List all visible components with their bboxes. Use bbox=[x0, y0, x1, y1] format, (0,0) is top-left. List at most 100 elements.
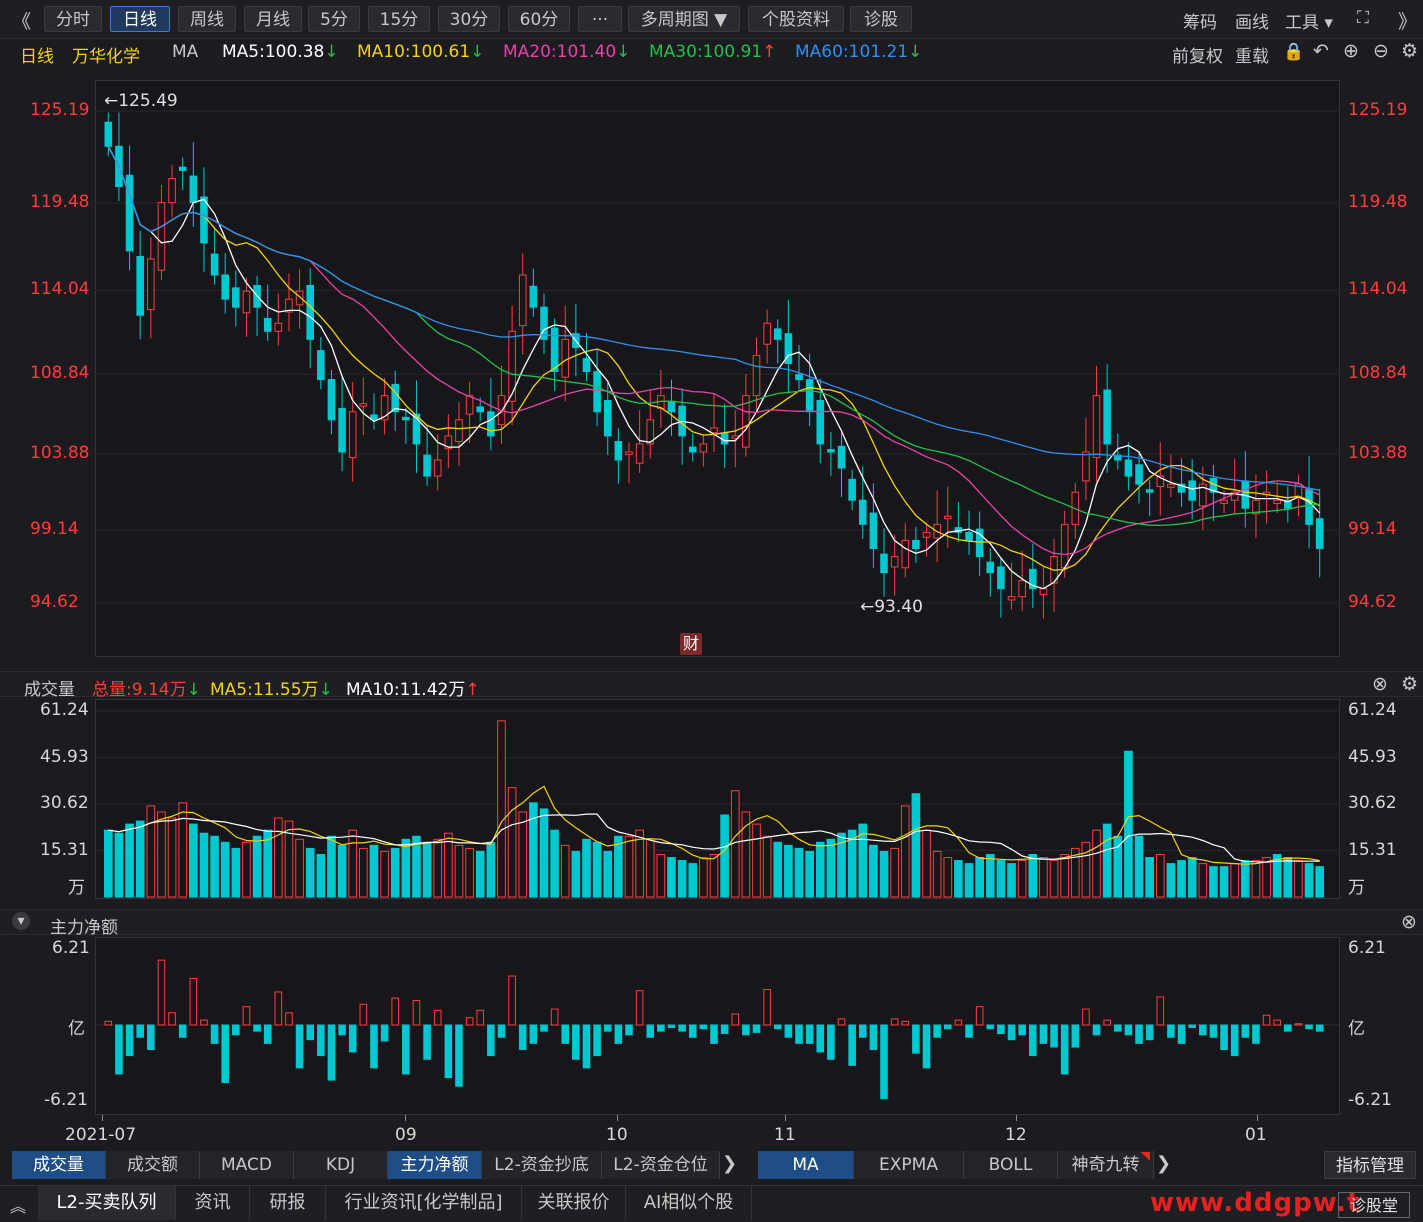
net-capital-bar[interactable] bbox=[412, 1000, 421, 1026]
price-chart-panel[interactable] bbox=[95, 80, 1340, 657]
net-capital-bar[interactable] bbox=[1177, 1024, 1186, 1044]
net-capital-bar[interactable] bbox=[1199, 1024, 1207, 1036]
candle-body[interactable] bbox=[1305, 489, 1313, 525]
volume-bar[interactable] bbox=[1017, 860, 1027, 898]
net-capital-bar[interactable] bbox=[1028, 1024, 1037, 1057]
net-capital-bar[interactable] bbox=[997, 1024, 1005, 1035]
forward-adjust-button[interactable]: 前复权 bbox=[1172, 47, 1223, 67]
net-capital-bar[interactable] bbox=[933, 1024, 941, 1038]
volume-bar[interactable] bbox=[539, 808, 549, 898]
scroll-right-icon[interactable]: ❯ bbox=[722, 1153, 738, 1174]
volume-bar[interactable] bbox=[837, 832, 846, 898]
volume-bar[interactable] bbox=[1007, 863, 1016, 898]
volume-bar[interactable] bbox=[348, 829, 358, 898]
net-capital-bar[interactable] bbox=[731, 1013, 740, 1026]
net-capital-bar[interactable] bbox=[1113, 1024, 1122, 1032]
candle-body[interactable] bbox=[317, 350, 325, 381]
candle-body[interactable] bbox=[1220, 499, 1228, 504]
volume-bar[interactable] bbox=[369, 844, 379, 898]
net-capital-bar[interactable] bbox=[370, 1024, 378, 1069]
candle-body[interactable] bbox=[943, 515, 952, 520]
volume-bar[interactable] bbox=[475, 850, 485, 898]
net-capital-bar[interactable] bbox=[1220, 1024, 1228, 1050]
net-capital-bar[interactable] bbox=[497, 1024, 506, 1038]
volume-bar[interactable] bbox=[412, 835, 421, 898]
net-capital-bar[interactable] bbox=[232, 1024, 240, 1036]
candle-body[interactable] bbox=[210, 253, 219, 276]
close-icon[interactable]: ⊗ bbox=[1401, 911, 1417, 933]
volume-bar[interactable] bbox=[667, 857, 676, 898]
volume-bar[interactable] bbox=[985, 853, 995, 898]
net-capital-bar[interactable] bbox=[805, 1024, 814, 1044]
volume-bar[interactable] bbox=[794, 847, 804, 898]
net-capital-bar[interactable] bbox=[125, 1024, 134, 1057]
net-capital-bar[interactable] bbox=[455, 1024, 463, 1087]
net-capital-bar[interactable] bbox=[508, 975, 516, 1026]
volume-bar[interactable] bbox=[954, 860, 963, 898]
volume-bar[interactable] bbox=[401, 838, 411, 898]
candle-body[interactable] bbox=[784, 333, 793, 364]
volume-bar[interactable] bbox=[433, 838, 443, 898]
volume-bar[interactable] bbox=[932, 850, 942, 898]
bottom-nav-tab[interactable]: 资讯 bbox=[176, 1186, 250, 1220]
indicator-tab[interactable]: 成交量 bbox=[12, 1151, 106, 1179]
volume-bar[interactable] bbox=[1070, 847, 1080, 898]
bottom-nav-tab[interactable]: 研报 bbox=[250, 1186, 326, 1220]
volume-bar[interactable] bbox=[1134, 835, 1144, 898]
net-capital-bar[interactable] bbox=[465, 1017, 474, 1026]
candle-body[interactable] bbox=[348, 411, 357, 459]
volume-bar[interactable] bbox=[274, 817, 283, 898]
net-capital-bar[interactable] bbox=[242, 1006, 251, 1026]
volume-bar[interactable] bbox=[1198, 863, 1208, 898]
net-capital-bar[interactable] bbox=[837, 1018, 846, 1026]
collapse-left-icon[interactable]: 《 bbox=[12, 11, 32, 33]
net-capital-bar[interactable] bbox=[1273, 1019, 1281, 1026]
candle-body[interactable] bbox=[922, 531, 931, 538]
net-capital-bar[interactable] bbox=[157, 959, 166, 1026]
candle-body[interactable] bbox=[795, 374, 803, 381]
volume-bar[interactable] bbox=[996, 860, 1006, 898]
volume-bar[interactable] bbox=[295, 838, 304, 898]
bottom-nav-tab[interactable]: L2-买卖队列 bbox=[38, 1186, 176, 1220]
candle-body[interactable] bbox=[232, 287, 240, 308]
net-capital-bar[interactable] bbox=[572, 1024, 580, 1060]
stock-profile-button[interactable]: 个股资料 bbox=[748, 6, 844, 32]
candle-body[interactable] bbox=[1145, 489, 1154, 493]
volume-bar[interactable] bbox=[964, 863, 974, 898]
candle-body[interactable] bbox=[338, 408, 346, 453]
ma-indicator-label[interactable]: MA bbox=[172, 42, 199, 62]
net-capital-bar[interactable] bbox=[625, 1024, 633, 1036]
candle-body[interactable] bbox=[699, 443, 708, 453]
volume-bar[interactable] bbox=[103, 829, 113, 898]
net-capital-bar[interactable] bbox=[359, 1003, 368, 1026]
volume-bar[interactable] bbox=[922, 829, 931, 898]
volume-bar[interactable] bbox=[199, 832, 209, 898]
settings-gear-icon[interactable]: ⚙ bbox=[1401, 673, 1419, 695]
candle-body[interactable] bbox=[370, 414, 378, 421]
net-capital-bar[interactable] bbox=[189, 977, 198, 1026]
net-capital-bar[interactable] bbox=[1294, 1023, 1303, 1026]
candle-body[interactable] bbox=[742, 395, 750, 448]
net-capital-bar[interactable] bbox=[975, 1006, 984, 1026]
volume-bar[interactable] bbox=[327, 835, 336, 898]
financial-report-marker[interactable]: 财 bbox=[680, 633, 702, 655]
bottom-nav-tab[interactable]: 行业资讯[化学制品] bbox=[326, 1186, 522, 1220]
indicator-manage-button[interactable]: 指标管理 bbox=[1324, 1151, 1416, 1179]
net-capital-bar[interactable] bbox=[1135, 1024, 1143, 1044]
candle-body[interactable] bbox=[380, 395, 389, 421]
net-capital-bar[interactable] bbox=[710, 1024, 718, 1044]
bottom-nav-tab[interactable]: 关联报价 bbox=[522, 1186, 626, 1220]
candle-body[interactable] bbox=[1028, 568, 1037, 590]
indicator-tab[interactable]: 主力净额 bbox=[388, 1151, 482, 1179]
volume-bar[interactable] bbox=[1166, 863, 1176, 898]
candle-body[interactable] bbox=[1199, 483, 1207, 507]
volume-bar[interactable] bbox=[656, 853, 666, 898]
volume-bar[interactable] bbox=[900, 805, 910, 898]
volume-bar[interactable] bbox=[337, 844, 347, 898]
indicator-tab[interactable]: MACD bbox=[200, 1151, 294, 1179]
tab-weekly[interactable]: 周线 bbox=[178, 6, 236, 32]
volume-bar[interactable] bbox=[1155, 853, 1165, 898]
chip-distribution-button[interactable]: 筹码 bbox=[1183, 13, 1217, 33]
net-capital-bar[interactable] bbox=[688, 1024, 697, 1038]
candle-body[interactable] bbox=[1252, 499, 1260, 515]
